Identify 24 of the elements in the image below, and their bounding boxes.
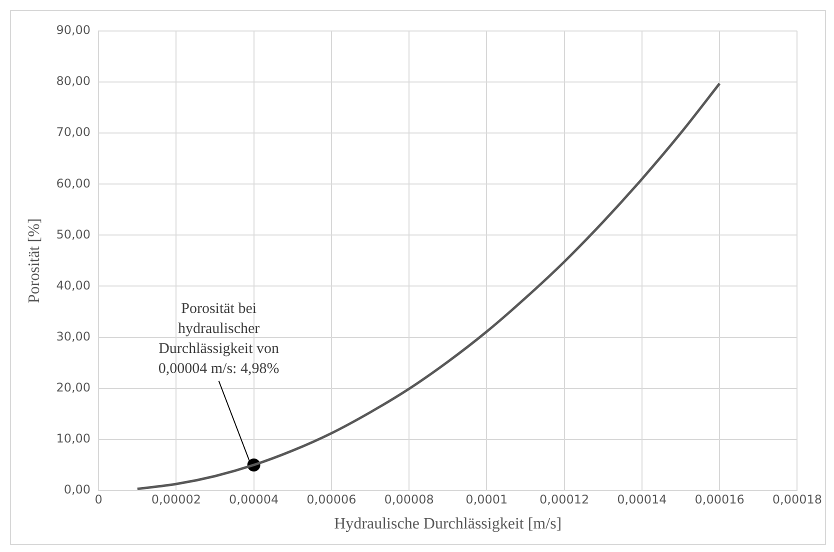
y-tick-label: 10,00 [56,431,91,446]
annotation: Porosität bei hydraulischer Durchlässigkeit von 0,00004 m/s: 4,98% [158,300,280,377]
y-tick-label: 80,00 [56,74,91,88]
x-tick-label: 0,00002 [151,492,201,507]
y-tick-label: 50,00 [56,227,91,242]
x-tick-label: 0,00012 [540,492,590,507]
y-tick-label: 30,00 [56,329,91,344]
y-tick-label: 40,00 [56,278,91,292]
y-tick-label: 0,00 [64,482,91,497]
y-axis-title: Porosität [%] [26,218,43,304]
line-series [136,82,721,490]
x-axis-title: Hydraulische Durchlässigkeit [m/s] [334,516,562,533]
x-tick-label: 0,00016 [694,492,744,507]
y-tick-label: 20,00 [56,380,91,394]
x-tick-label: 0,00006 [306,492,356,507]
x-tick-label: 0,00014 [617,492,667,507]
x-tick-label: 0 [94,492,102,507]
x-tick-label: 0,00004 [228,492,279,507]
y-tick-label: 70,00 [56,125,91,140]
x-tick-label: 0,00008 [384,492,434,507]
x-tick-label: 0,0001 [466,492,508,507]
y-tick-label: 60,00 [56,176,91,190]
y-tick-label: 90,00 [56,23,91,38]
x-tick-label: 0,00018 [772,492,822,507]
